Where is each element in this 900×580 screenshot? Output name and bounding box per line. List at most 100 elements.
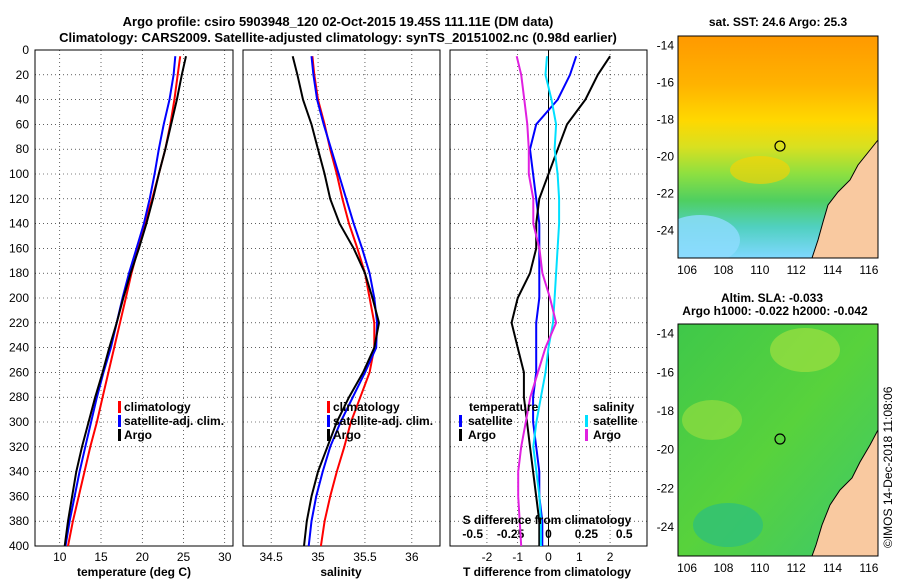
x-tick-label: 2 bbox=[607, 550, 614, 564]
temperature-legend: climatology satellite-adj. clim. Argo bbox=[118, 400, 224, 442]
x-tick-label: 35.5 bbox=[353, 550, 377, 564]
x-tick-label: 25 bbox=[177, 550, 191, 564]
temperature-line-argo bbox=[63, 55, 187, 547]
map-y-tick-label: -18 bbox=[657, 404, 675, 418]
sla-high-patch bbox=[770, 328, 840, 372]
difference-line-salinity-satellite bbox=[532, 56, 561, 546]
sst-land bbox=[811, 139, 878, 258]
x-tick-label: 1 bbox=[576, 550, 583, 564]
legend-satellite-swatch bbox=[327, 415, 330, 427]
sst-warm-patch bbox=[730, 156, 790, 184]
legend-climatology-swatch bbox=[118, 401, 121, 413]
sla-land bbox=[811, 429, 878, 556]
x-tick-label: 15 bbox=[94, 550, 108, 564]
legend-s-satellite-swatch bbox=[585, 415, 588, 427]
y-tick-label: 200 bbox=[9, 291, 29, 305]
legend-satellite: satellite-adj. clim. bbox=[124, 414, 224, 428]
salinity-line-argo bbox=[291, 55, 381, 547]
x-tick-label: 34.5 bbox=[259, 550, 283, 564]
grid-lines bbox=[35, 50, 647, 546]
s-tick-label: -0.5 bbox=[462, 527, 483, 541]
x-tick-label: 20 bbox=[136, 550, 150, 564]
legend-argo: Argo bbox=[333, 428, 361, 442]
map-y-tick-label: -16 bbox=[657, 365, 675, 379]
legend-t-argo-swatch bbox=[459, 429, 462, 441]
map-x-tick-label: 116 bbox=[859, 561, 878, 575]
sst-map-title: sat. SST: 24.6 Argo: 25.3 bbox=[709, 15, 848, 29]
salinity-line-satellite-adj--clim- bbox=[307, 56, 379, 547]
title-line2: Climatology: CARS2009. Satellite-adjuste… bbox=[59, 30, 617, 45]
x-tick-label: -1 bbox=[512, 550, 523, 564]
y-tick-label: 220 bbox=[9, 316, 29, 330]
difference-legend: temperature satellite Argo salinity sate… bbox=[459, 400, 638, 442]
x-tick-label: 10 bbox=[53, 550, 67, 564]
map-y-tick-label: -14 bbox=[657, 38, 675, 52]
map-x-tick-label: 106 bbox=[677, 561, 697, 575]
sla-ticks: 106 108 110 112 114 116 -14 -16 -18 -20 -22 -24 bbox=[657, 327, 879, 575]
legend-climatology-swatch bbox=[327, 401, 330, 413]
x-tick-label: 30 bbox=[218, 550, 232, 564]
sst-map bbox=[678, 36, 878, 258]
y-tick-label: 400 bbox=[9, 539, 29, 553]
s-tick-label: -0.25 bbox=[497, 527, 525, 541]
s-tick-label: 0.5 bbox=[616, 527, 633, 541]
map-x-tick-label: 114 bbox=[823, 263, 842, 277]
legend-argo: Argo bbox=[124, 428, 152, 442]
temperature-xlabel: temperature (deg C) bbox=[77, 565, 191, 579]
tick-labels: 10 15 20 25 30 34.5 35 35.5 36 -2 -1 0 1 202040608010… bbox=[9, 43, 633, 564]
title-line1: Argo profile: csiro 5903948_120 02-Oct-2… bbox=[123, 14, 554, 29]
y-tick-label: 140 bbox=[9, 217, 29, 231]
map-x-tick-label: 112 bbox=[787, 561, 806, 575]
s-tick-label: 0 bbox=[545, 527, 552, 541]
y-tick-label: 60 bbox=[16, 117, 30, 131]
legend-s-satellite: satellite bbox=[593, 414, 638, 428]
sst-map-frame bbox=[677, 35, 879, 259]
y-tick-label: 280 bbox=[9, 390, 29, 404]
y-tick-label: 100 bbox=[9, 167, 29, 181]
legend-salinity-header: salinity bbox=[593, 400, 635, 414]
s-tick-label: 0.25 bbox=[575, 527, 599, 541]
legend-s-argo-swatch bbox=[585, 429, 588, 441]
sla-map-title: Altim. SLA: -0.033 bbox=[721, 291, 823, 305]
y-tick-label: 380 bbox=[9, 514, 29, 528]
map-y-tick-label: -20 bbox=[657, 149, 675, 163]
temperature-line-satellite-adj--clim- bbox=[64, 56, 177, 547]
salinity-panel bbox=[242, 49, 441, 547]
x-tick-label: -2 bbox=[482, 550, 493, 564]
map-x-tick-label: 112 bbox=[787, 263, 806, 277]
legend-s-argo: Argo bbox=[593, 428, 621, 442]
sla-low-patch bbox=[693, 503, 763, 547]
y-tick-label: 160 bbox=[9, 241, 29, 255]
map-y-tick-label: -20 bbox=[657, 443, 675, 457]
map-y-tick-label: -24 bbox=[657, 223, 675, 237]
legend-t-satellite: satellite bbox=[468, 414, 513, 428]
difference-line-salinity-argo bbox=[515, 55, 558, 547]
x-tick-label: 0 bbox=[545, 550, 552, 564]
y-tick-label: 80 bbox=[16, 142, 30, 156]
legend-t-argo: Argo bbox=[468, 428, 496, 442]
y-tick-label: 320 bbox=[9, 440, 29, 454]
legend-temperature-header: temperature bbox=[469, 400, 539, 414]
y-tick-label: 340 bbox=[9, 465, 29, 479]
map-x-tick-label: 108 bbox=[713, 561, 733, 575]
map-y-tick-label: -18 bbox=[657, 112, 675, 126]
map-y-tick-label: -22 bbox=[657, 481, 675, 495]
y-tick-label: 180 bbox=[9, 266, 29, 280]
map-y-tick-label: -16 bbox=[657, 75, 675, 89]
legend-argo-swatch bbox=[327, 429, 330, 441]
y-tick-label: 20 bbox=[16, 68, 30, 82]
data-lines bbox=[63, 55, 611, 547]
sst-cool-patch bbox=[678, 215, 740, 258]
salinity-xlabel: salinity bbox=[320, 565, 362, 579]
difference-xlabel: T difference from climatology bbox=[463, 565, 631, 579]
legend-satellite: satellite-adj. clim. bbox=[333, 414, 433, 428]
sst-argo-marker bbox=[774, 140, 786, 152]
legend-climatology: climatology bbox=[333, 400, 400, 414]
map-y-tick-label: -22 bbox=[657, 186, 675, 200]
salinity-legend: climatology satellite-adj. clim. Argo bbox=[327, 400, 433, 442]
sst-ticks: 106 108 110 112 114 116 -14 -16 -18 -20 -22 -24 bbox=[657, 38, 879, 277]
y-tick-label: 120 bbox=[9, 192, 29, 206]
map-x-tick-label: 106 bbox=[677, 263, 697, 277]
y-tick-label: 0 bbox=[22, 43, 29, 57]
sla-map-subtitle: Argo h1000: -0.022 h2000: -0.042 bbox=[682, 304, 868, 318]
